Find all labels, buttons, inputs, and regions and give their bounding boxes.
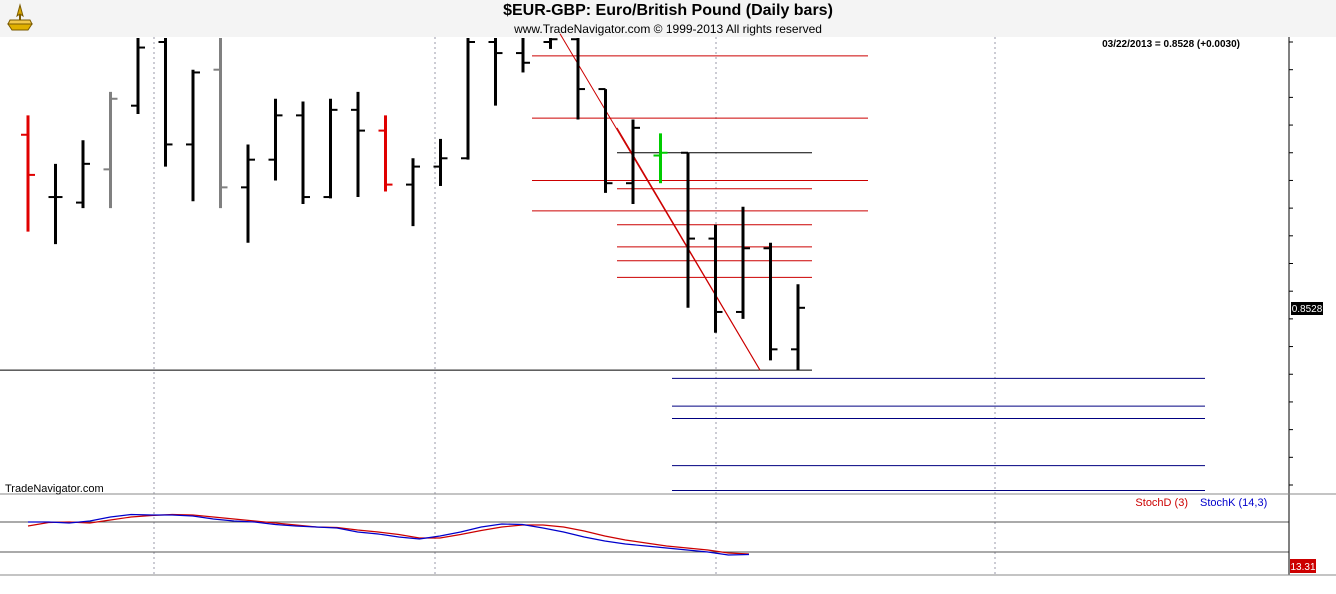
- price-readout: 03/22/2013 = 0.8528 (+0.0030): [1102, 39, 1240, 50]
- stoch-k-line: [28, 513, 750, 556]
- stoch-k-legend: StochK (14,3): [1200, 497, 1267, 509]
- stoch-d-line: [27, 513, 750, 555]
- last-price-label: 0.8528: [1292, 304, 1323, 315]
- chart-title: $EUR-GBP: Euro/British Pound (Daily bars…: [503, 2, 833, 19]
- last-price-box: [1291, 302, 1323, 315]
- price-bars: [21, 38, 805, 371]
- price-axis: [0, 37, 1336, 576]
- trendlines: [559, 33, 761, 371]
- chart-header: $EUR-GBP: Euro/British Pound (Daily bars…: [0, 0, 1336, 37]
- stochastic-panel: [0, 521, 1289, 553]
- stochastic-lines: [27, 513, 750, 556]
- trade-navigator-logo-icon: [7, 3, 33, 31]
- copyright-notice: www.TradeNavigator.com © 1999-2013 All r…: [514, 22, 822, 36]
- chart-watermark: TradeNavigator.com: [5, 483, 104, 495]
- price-levels: [0, 55, 1205, 492]
- stoch-last-label: 13.31: [1290, 562, 1315, 573]
- stoch-d-legend: StochD (3): [1135, 497, 1188, 509]
- stoch-last-box: [1290, 559, 1316, 573]
